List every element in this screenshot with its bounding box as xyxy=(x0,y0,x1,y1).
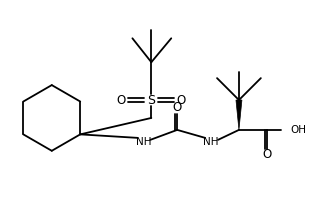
Text: O: O xyxy=(177,93,186,106)
Text: O: O xyxy=(173,102,182,114)
Text: S: S xyxy=(147,93,155,106)
Text: NH: NH xyxy=(135,137,151,147)
Text: NH: NH xyxy=(203,137,219,147)
Polygon shape xyxy=(236,100,242,130)
Text: O: O xyxy=(262,148,272,161)
Text: O: O xyxy=(117,93,126,106)
Text: OH: OH xyxy=(291,125,307,135)
